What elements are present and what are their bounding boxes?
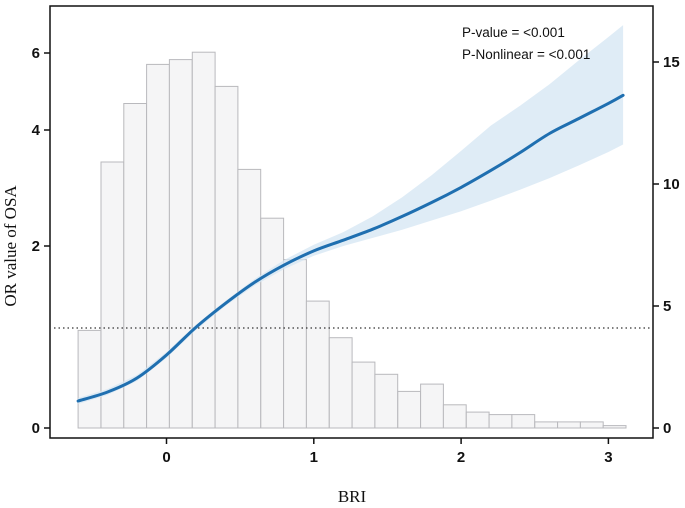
left-y-tick-label: 4	[32, 122, 41, 139]
x-tick-label: 2	[457, 449, 465, 466]
histogram-bar	[283, 259, 307, 429]
left-y-tick-label: 6	[32, 45, 40, 62]
x-tick-label: 3	[604, 449, 612, 466]
histogram-bar	[557, 421, 581, 429]
x-axis: 0 1 2 3	[162, 438, 613, 466]
histogram-bar	[168, 59, 193, 429]
spline-line	[76, 93, 625, 403]
spline-line-layer	[76, 93, 625, 403]
y-axis-title: OR value of OSA	[1, 185, 20, 307]
histogram-bar	[260, 217, 285, 429]
x-axis-title: BRI	[338, 487, 367, 506]
plot-frame	[49, 5, 654, 439]
histogram-bar	[579, 421, 604, 429]
histogram-bar	[374, 373, 399, 429]
histogram-bar	[77, 329, 102, 429]
histogram-bar	[146, 63, 170, 429]
left-y-axis: 0 2 4 6	[32, 45, 50, 437]
histogram-bar	[351, 361, 376, 429]
right-y-tick-label: 15	[663, 54, 680, 71]
histogram-bar	[534, 421, 559, 429]
histogram-bar	[237, 168, 262, 429]
right-y-tick-label: 5	[663, 298, 671, 315]
right-y-axis: 0 5 10 15	[653, 54, 680, 437]
histogram-bar	[442, 404, 467, 429]
right-y-tick-label: 0	[663, 420, 671, 437]
x-tick-label: 1	[310, 449, 318, 466]
x-tick-label: 0	[162, 449, 170, 466]
right-y-tick-label: 10	[663, 176, 680, 193]
p-value-annotation: P-value = <0.001	[462, 25, 565, 40]
histogram-bar	[602, 425, 627, 429]
histogram-bar	[305, 300, 330, 429]
histogram-bar	[214, 85, 239, 429]
histogram-bar	[465, 411, 490, 429]
histogram-bar	[511, 414, 536, 429]
left-y-tick-label: 0	[32, 420, 40, 437]
histogram-bar	[488, 414, 513, 429]
histogram-bar	[397, 390, 422, 429]
histogram-bar	[191, 51, 216, 429]
histogram-bar	[328, 337, 353, 429]
left-y-tick-label: 2	[32, 238, 40, 255]
p-nonlinear-annotation: P-Nonlinear = <0.001	[462, 47, 590, 62]
histogram-bar	[420, 383, 444, 429]
